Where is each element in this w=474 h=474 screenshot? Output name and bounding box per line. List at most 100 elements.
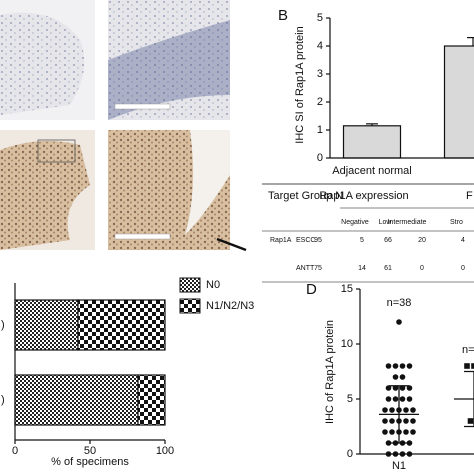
table-header: F — [466, 190, 473, 202]
data-point — [464, 363, 470, 369]
data-point — [410, 407, 416, 413]
table-cell: Rap1A — [270, 237, 292, 244]
data-point — [389, 429, 395, 435]
micrographs — [0, 0, 247, 252]
data-point — [399, 363, 406, 369]
y-tick-label: 0 — [347, 448, 353, 460]
data-point — [406, 440, 413, 446]
table-cell: ESCC — [296, 237, 315, 244]
table-cell: 5 — [360, 237, 364, 244]
n-label: n= — [462, 344, 474, 356]
y-tick-label: 4 — [317, 40, 323, 52]
tissue — [0, 12, 85, 115]
data-point — [385, 440, 392, 446]
y-axis-label: IHC SI of Rap1A protein — [294, 26, 306, 143]
data-point — [399, 385, 406, 391]
table-header: Rap1A expression — [319, 190, 408, 202]
data-point — [399, 374, 406, 380]
data-point — [385, 396, 392, 402]
table-cell: 95 — [314, 237, 322, 244]
table-subheader: Low — [379, 219, 393, 226]
bar-segment — [14, 299, 79, 351]
data-point — [396, 319, 402, 325]
data-point — [410, 418, 416, 424]
legend-swatch — [179, 277, 201, 293]
table-header: Target Group N — [268, 190, 343, 202]
table-cell: 61 — [384, 265, 392, 272]
table-subheader: Stro — [450, 219, 463, 226]
bar-segment — [77, 299, 166, 351]
data-point — [392, 396, 399, 402]
table-subheader: Negative — [341, 219, 369, 226]
y-tick-label: ) — [1, 394, 5, 406]
y-axis-label: IHC of Rap1A protein — [324, 320, 336, 424]
table-cell: 4 — [461, 237, 465, 244]
bar-chart: Adjacent normal 0 1 2 3 4 5 IHC SI of Rap1A pro… — [294, 12, 474, 177]
inset-box — [37, 139, 76, 163]
data-point — [467, 418, 474, 424]
legend-label: N0 — [206, 279, 220, 291]
x-tick-label: 100 — [156, 445, 174, 457]
data-point — [385, 363, 392, 369]
lumen — [185, 130, 230, 235]
tissue — [108, 20, 230, 120]
table-cell: 14 — [358, 265, 366, 272]
tissue — [0, 141, 90, 250]
data-point — [392, 374, 399, 380]
stacked-bar-chart: )) 0 50 100 % of specimens N0 N1/N2/N3 — [1, 277, 254, 468]
y-tick-label: 0 — [317, 152, 323, 164]
y-tick-label: 10 — [341, 338, 353, 350]
table-cell: 75 — [314, 265, 322, 272]
scale-bar — [114, 103, 171, 110]
data-point — [382, 429, 388, 435]
x-axis-label: % of specimens — [51, 456, 129, 468]
table-cell: ANTT — [296, 265, 315, 272]
scale-bar — [114, 233, 171, 240]
table-cell: 0 — [461, 265, 465, 272]
data-point — [406, 385, 413, 391]
y-tick-label: ) — [1, 319, 5, 331]
data-point — [392, 385, 399, 391]
table-cell: 0 — [420, 265, 424, 272]
data-point — [403, 429, 409, 435]
micrograph — [108, 0, 230, 120]
x-tick-label: 50 — [84, 445, 96, 457]
x-tick-label: N1 — [392, 460, 406, 472]
y-tick-label: 2 — [317, 96, 323, 108]
panel-label: B — [278, 7, 288, 24]
table-subheader: Intermediate — [388, 219, 427, 226]
data-point — [389, 407, 395, 413]
panel-label: D — [306, 281, 317, 298]
bar — [443, 45, 474, 159]
y-tick-label: 5 — [317, 12, 323, 24]
data-point — [471, 363, 474, 369]
dot-plot: n=38 N1 n= 0 5 10 15 IHC of Rap1A protein — [324, 283, 474, 472]
y-tick-label: 3 — [317, 68, 323, 80]
data-point — [385, 385, 392, 391]
data-point — [389, 418, 395, 424]
data-point — [406, 363, 413, 369]
n-label: n=38 — [387, 297, 412, 309]
data-point — [403, 418, 409, 424]
bar-segment — [14, 374, 139, 426]
data-point — [403, 407, 409, 413]
x-tick-label: Adjacent normal — [332, 165, 412, 177]
data-point — [382, 407, 388, 413]
legend-label: N1/N2/N3 — [206, 300, 254, 312]
table-cell: 20 — [418, 237, 426, 244]
connector — [216, 237, 247, 252]
data-point — [392, 363, 399, 369]
x-tick-label: 0 — [12, 445, 18, 457]
bar — [342, 125, 402, 159]
y-tick-label: 5 — [347, 393, 353, 405]
table-cell: 66 — [384, 237, 392, 244]
data-point — [399, 396, 406, 402]
data-point — [406, 396, 413, 402]
y-tick-label: 1 — [317, 124, 323, 136]
data-point — [410, 429, 416, 435]
legend-swatch — [179, 298, 201, 314]
y-tick-label: 15 — [341, 283, 353, 295]
